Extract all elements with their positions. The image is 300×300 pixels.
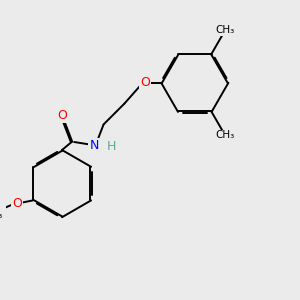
Text: CH₃: CH₃: [0, 210, 2, 220]
Text: CH₃: CH₃: [216, 25, 235, 35]
Text: O: O: [12, 197, 22, 210]
Text: O: O: [140, 76, 150, 89]
Text: N: N: [89, 139, 99, 152]
Text: H: H: [107, 140, 116, 153]
Text: O: O: [57, 109, 67, 122]
Text: CH₃: CH₃: [216, 130, 235, 140]
